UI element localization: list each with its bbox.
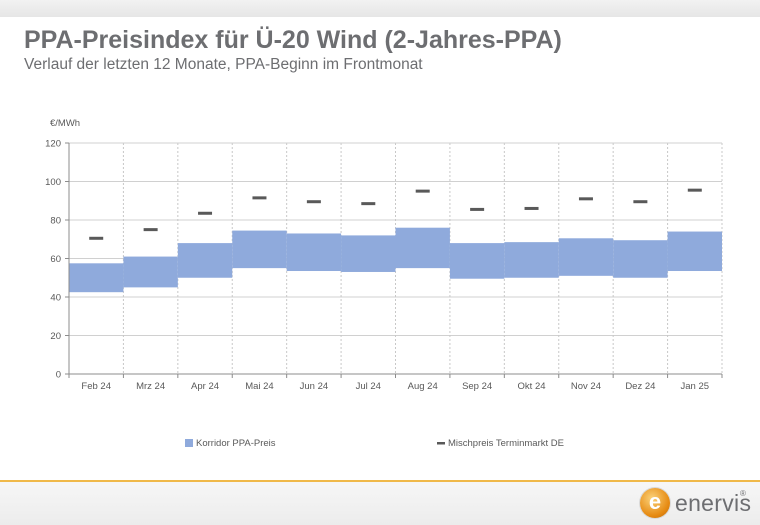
logo-registered-mark: ® [740, 489, 746, 498]
mischpreis-marker-jun-24 [306, 200, 321, 204]
legend-swatch-mischpreis [437, 442, 445, 445]
mischpreis-marker-aug-24 [415, 189, 430, 193]
corridor-bar-apr-24 [177, 243, 233, 278]
legend-label-mischpreis: Mischpreis Terminmarkt DE [448, 438, 564, 449]
x-tick-label: Dez 24 [625, 381, 655, 392]
x-tick-label: Jan 25 [681, 381, 710, 392]
corridor-bar-mai-24 [232, 230, 287, 269]
x-tick-label: Mrz 24 [136, 381, 165, 392]
mischpreis-marker-apr-24 [198, 211, 213, 215]
corridor-bar-okt-24 [504, 242, 559, 278]
corridor-bar-jun-24 [286, 233, 342, 272]
corridor-bar-jul-24 [341, 235, 396, 272]
y-tick-label: 80 [50, 216, 61, 227]
mischpreis-marker-jan-25 [687, 188, 702, 192]
mischpreis-marker-jul-24 [361, 202, 376, 206]
page-title: PPA-Preisindex für Ü-20 Wind (2-Jahres-P… [24, 26, 562, 54]
mischpreis-marker-feb-24 [89, 236, 104, 240]
logo-text: enervis [675, 490, 752, 516]
mischpreis-marker-dez-24 [633, 200, 648, 204]
x-tick-label: Mai 24 [245, 381, 274, 392]
x-tick-label: Jun 24 [300, 381, 329, 392]
x-tick-label: Nov 24 [571, 381, 601, 392]
legend-swatch-corridor [185, 439, 193, 447]
corridor-bar-sep-24 [449, 243, 505, 279]
y-tick-label: 40 [50, 293, 61, 304]
x-tick-label: Jul 24 [356, 381, 381, 392]
x-tick-label: Aug 24 [408, 381, 438, 392]
mischpreis-marker-mrz-24 [143, 228, 158, 232]
y-tick-label: 20 [50, 331, 61, 342]
logo-e-icon: e [640, 488, 670, 518]
mischpreis-marker-sep-24 [470, 207, 485, 211]
y-axis-label: €/MWh [50, 118, 80, 129]
enervis-logo: e enervis ® [640, 487, 752, 521]
page-subtitle: Verlauf der letzten 12 Monate, PPA-Begin… [24, 56, 423, 73]
corridor-bar-jan-25 [667, 231, 722, 272]
y-tick-label: 0 [56, 370, 61, 381]
mischpreis-marker-mai-24 [252, 196, 267, 200]
footer-band [0, 480, 760, 525]
y-tick-label: 60 [50, 254, 61, 265]
corridor-bar-feb-24 [69, 263, 124, 293]
legend-label-corridor: Korridor PPA-Preis [196, 438, 276, 449]
x-tick-label: Okt 24 [518, 381, 546, 392]
footer-accent-line [0, 480, 760, 482]
mischpreis-marker-okt-24 [524, 206, 539, 210]
ppa-price-chart: 0 20 40 60 80 100 120 Feb 24 Mrz 24 Apr 24 Mai 24 J… [45, 118, 723, 449]
y-tick-label: 100 [45, 177, 61, 188]
x-tick-label: Feb 24 [81, 381, 111, 392]
top-band [0, 0, 760, 17]
corridor-bar-mrz-24 [123, 256, 178, 288]
mischpreis-marker-nov-24 [578, 197, 593, 201]
x-tick-label: Apr 24 [191, 381, 219, 392]
chart-area: 0 20 40 60 80 100 120 Feb 24 Mrz 24 Apr 24 Mai 24 J… [0, 110, 760, 470]
corridor-bar-dez-24 [613, 240, 668, 278]
corridor-bar-nov-24 [558, 238, 614, 276]
x-tick-label: Sep 24 [462, 381, 492, 392]
y-tick-label: 120 [45, 139, 61, 150]
corridor-bar-aug-24 [395, 227, 450, 269]
